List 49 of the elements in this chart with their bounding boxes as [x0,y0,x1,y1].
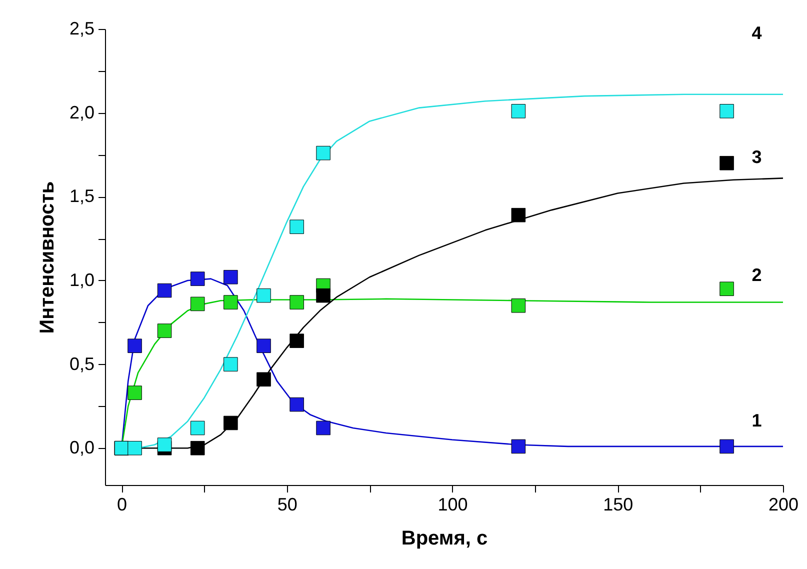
point [224,416,238,430]
point [290,220,304,234]
point [224,357,238,372]
point [128,440,142,456]
x-tick-label: 0 [117,494,128,514]
point [316,420,330,436]
x-tick-label: 150 [603,494,634,514]
text: 4 [752,23,762,44]
point [256,338,271,353]
y-tick-label: 2,0 [69,102,94,122]
series-label: 2 [752,264,762,285]
y-tick-label: 0,5 [69,354,94,374]
y-tick-label: 1,0 [69,270,94,290]
point [511,298,526,313]
point [720,156,734,170]
y-tick-label: 2,5 [69,18,94,38]
point [224,270,238,284]
point [157,283,172,298]
point [157,438,172,452]
y-tick-label: 0,0 [69,438,94,458]
point [190,420,205,436]
point [720,104,734,118]
x-axis-title: Время, с [401,528,488,550]
point [511,439,526,454]
x-tick-label: 100 [438,494,468,514]
point [720,282,734,296]
point [316,146,330,160]
point [511,208,526,222]
y-axis-title: Интенсивность [36,181,58,334]
x-tick-label: 50 [277,494,298,514]
point [157,324,172,338]
series-label: 1 [752,410,762,430]
point [316,288,330,303]
point [190,272,205,286]
point [720,439,734,454]
point [290,295,304,310]
point [290,334,304,348]
point [290,397,304,412]
series-label: 3 [752,147,762,168]
point [511,104,526,118]
point [128,338,142,353]
point [128,386,142,400]
y-tick-label: 1,5 [69,186,94,206]
point [190,296,205,312]
point [190,440,205,456]
point [256,372,271,387]
point [224,295,238,310]
point [256,288,271,303]
x-tick-label: 200 [768,494,799,514]
